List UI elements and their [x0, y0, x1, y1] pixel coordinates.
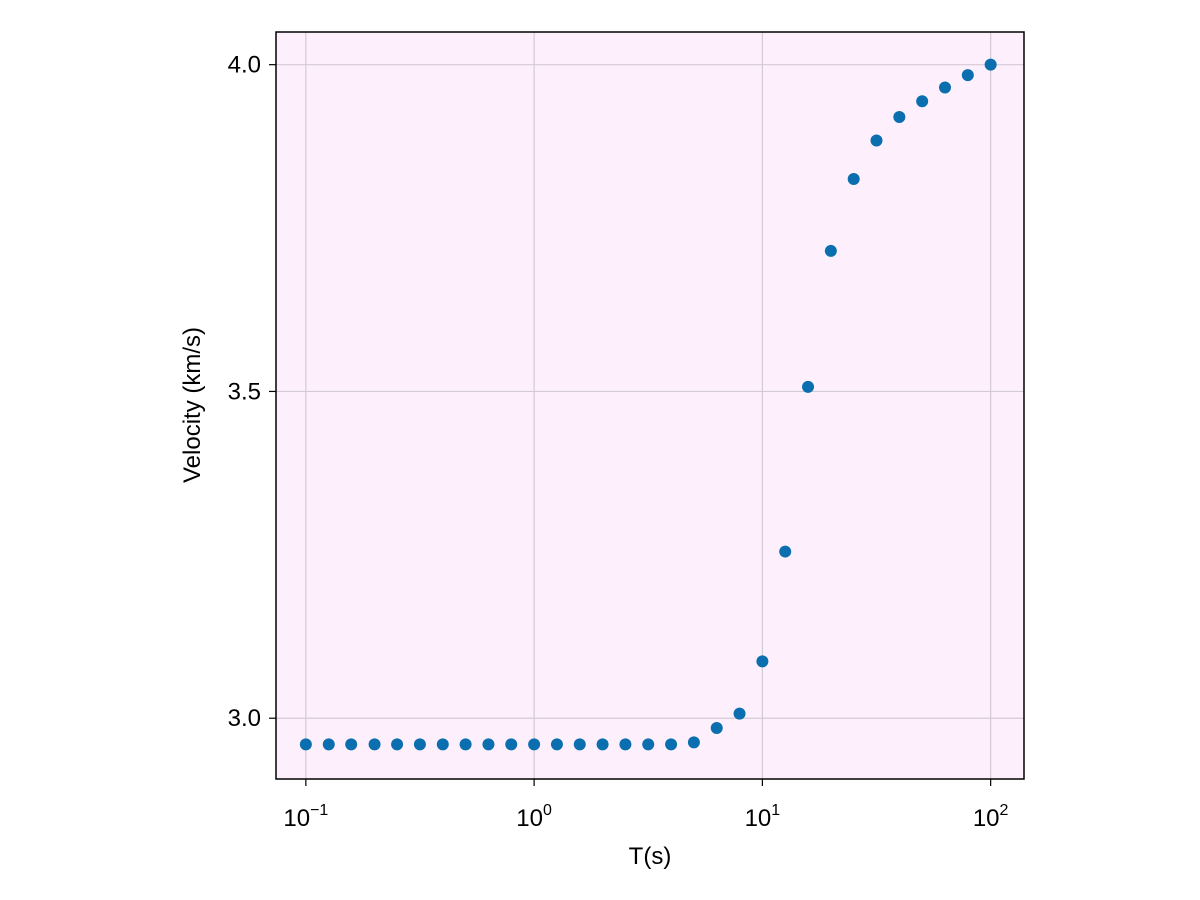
data-point	[505, 738, 518, 751]
data-point	[665, 738, 678, 751]
x-axis-title: T(s)	[629, 843, 672, 870]
data-point	[573, 738, 586, 751]
data-point	[368, 738, 381, 751]
data-point	[733, 707, 746, 720]
data-point	[550, 738, 563, 751]
y-tick-label: 3.0	[228, 705, 261, 732]
data-point	[345, 738, 358, 751]
data-point	[391, 738, 404, 751]
data-point	[779, 545, 792, 558]
data-point	[528, 738, 541, 751]
y-tick-labels: 3.0 3.5 4.0	[228, 52, 261, 733]
ticks	[269, 64, 992, 786]
plot-background	[276, 32, 1024, 779]
data-point	[459, 738, 472, 751]
data-point	[436, 738, 449, 751]
data-point	[824, 244, 837, 257]
data-point	[710, 722, 723, 735]
data-point	[938, 81, 951, 94]
data-point	[299, 738, 312, 751]
grid	[276, 32, 1024, 779]
data-point	[482, 738, 495, 751]
data-point	[619, 738, 632, 751]
data-point	[322, 738, 335, 751]
data-point	[847, 173, 860, 186]
y-tick-label: 3.5	[228, 378, 261, 405]
y-axis-title: Velocity (km/s)	[179, 327, 206, 483]
data-point	[961, 69, 974, 82]
x-tick-label: 100	[516, 802, 552, 832]
x-tick-label: 101	[745, 802, 781, 832]
data-point	[596, 738, 609, 751]
data-point	[687, 736, 700, 749]
x-tick-labels: 10−1 100 101 102	[283, 802, 1008, 832]
x-tick-label: 102	[973, 802, 1009, 832]
data-point	[413, 738, 426, 751]
x-tick-label: 10−1	[283, 802, 328, 832]
data-point	[642, 738, 655, 751]
data-point	[802, 380, 815, 393]
scatter-points	[299, 58, 997, 751]
data-point	[984, 58, 997, 71]
data-point	[893, 110, 906, 123]
y-tick-label: 4.0	[228, 52, 261, 79]
data-point	[916, 95, 929, 108]
data-point	[756, 655, 769, 668]
plot-frame	[275, 31, 1025, 780]
data-point	[870, 134, 883, 147]
